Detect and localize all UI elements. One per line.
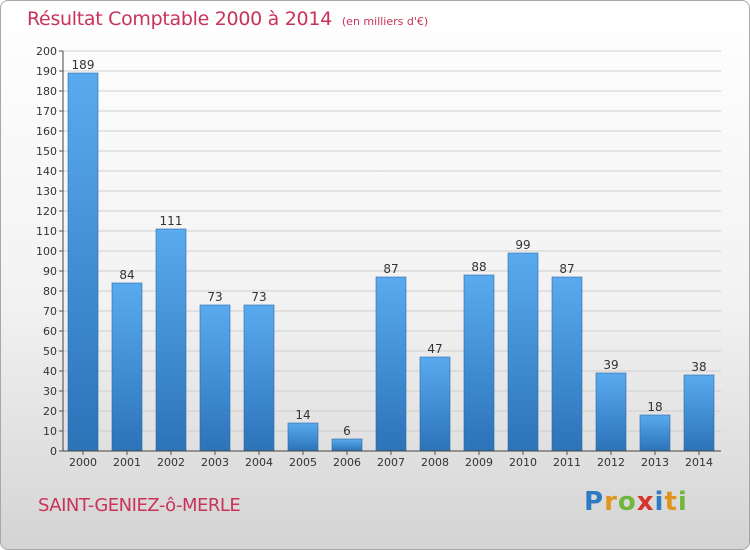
data-label: 38 [691, 360, 706, 374]
bar-2004 [243, 304, 275, 452]
bar-2008 [419, 356, 451, 452]
bar-2005 [287, 422, 319, 452]
x-tick-label: 2010 [509, 456, 537, 469]
bar-2002 [155, 228, 187, 452]
y-tick-label: 70 [43, 305, 57, 318]
data-label: 111 [160, 214, 183, 228]
y-tick-label: 100 [36, 245, 57, 258]
y-tick-label: 40 [43, 365, 57, 378]
y-tick-label: 160 [36, 125, 57, 138]
logo-letter: i [654, 487, 665, 517]
y-tick-label: 80 [43, 285, 57, 298]
y-tick-label: 140 [36, 165, 57, 178]
logo-letter: P [584, 487, 605, 517]
x-tick-label: 2005 [289, 456, 317, 469]
bar-2011 [551, 276, 583, 452]
y-tick-label: 60 [43, 325, 57, 338]
x-tick-label: 2012 [597, 456, 625, 469]
y-tick-label: 110 [36, 225, 57, 238]
x-tick-label: 2008 [421, 456, 449, 469]
data-labels: 189 84 111 73 73 14 6 87 47 88 99 87 39 18 38 [72, 58, 707, 438]
bar-2010 [507, 252, 539, 452]
y-tick-label: 20 [43, 405, 57, 418]
proxiti-logo[interactable]: Proxiti [584, 487, 688, 517]
x-tick-label: 2014 [685, 456, 713, 469]
y-tick-label: 150 [36, 145, 57, 158]
x-tick-label: 2006 [333, 456, 361, 469]
data-label: 87 [383, 262, 398, 276]
y-tick-label: 120 [36, 205, 57, 218]
y-tick-label: 50 [43, 345, 57, 358]
bar-2001 [111, 282, 143, 452]
y-tick-label: 0 [50, 445, 57, 458]
x-tick-label: 2013 [641, 456, 669, 469]
x-tick-label: 2003 [201, 456, 229, 469]
bar-2000 [67, 72, 99, 452]
x-tick-label: 2002 [157, 456, 185, 469]
y-axis-ticks: 0 10 20 30 40 50 60 70 80 90 100 110 120 130 140 150 160… [36, 45, 63, 458]
logo-letter: r [604, 487, 618, 517]
data-label: 47 [427, 342, 442, 356]
axes [62, 51, 721, 452]
x-tick-label: 2001 [113, 456, 141, 469]
data-label: 88 [471, 260, 486, 274]
logo-letter: i [677, 487, 688, 517]
data-label: 84 [119, 268, 134, 282]
bar-2009 [463, 274, 495, 452]
bars [67, 72, 715, 452]
x-axis-ticks: 2000 2001 2002 2003 2004 2005 2006 2007 2008 2009… [69, 451, 713, 469]
chart-title: Résultat Comptable 2000 à 2014 (en millie… [27, 8, 428, 30]
bar-2007 [375, 276, 407, 452]
logo-letter: x [636, 487, 655, 517]
data-label: 73 [207, 290, 222, 304]
y-tick-label: 30 [43, 385, 57, 398]
logo-letter: t [664, 487, 678, 517]
commune-name: SAINT-GENIEZ-ô-MERLE [38, 495, 241, 516]
data-label: 99 [515, 238, 530, 252]
y-tick-label: 10 [43, 425, 57, 438]
data-label: 6 [343, 424, 351, 438]
y-tick-label: 170 [36, 105, 57, 118]
bar-2012 [595, 372, 627, 452]
data-label: 39 [603, 358, 618, 372]
x-tick-label: 2009 [465, 456, 493, 469]
bar-2006 [331, 438, 363, 452]
x-tick-label: 2004 [245, 456, 273, 469]
y-tick-label: 190 [36, 65, 57, 78]
data-label: 18 [647, 400, 662, 414]
bar-2013 [639, 414, 671, 452]
title-subtitle: (en milliers d'€) [341, 15, 429, 28]
data-label: 14 [295, 408, 310, 422]
y-tick-label: 90 [43, 265, 57, 278]
data-label: 73 [251, 290, 266, 304]
data-label: 87 [559, 262, 574, 276]
x-tick-label: 2011 [553, 456, 581, 469]
x-tick-label: 2000 [69, 456, 97, 469]
y-tick-label: 180 [36, 85, 57, 98]
logo-letter: o [617, 487, 637, 517]
data-label: 189 [72, 58, 95, 72]
x-tick-label: 2007 [377, 456, 405, 469]
y-tick-label: 200 [36, 45, 57, 58]
title-main: Résultat Comptable 2000 à 2014 [27, 8, 332, 30]
y-tick-label: 130 [36, 185, 57, 198]
bar-2014 [683, 374, 715, 452]
bar-2003 [199, 304, 231, 452]
